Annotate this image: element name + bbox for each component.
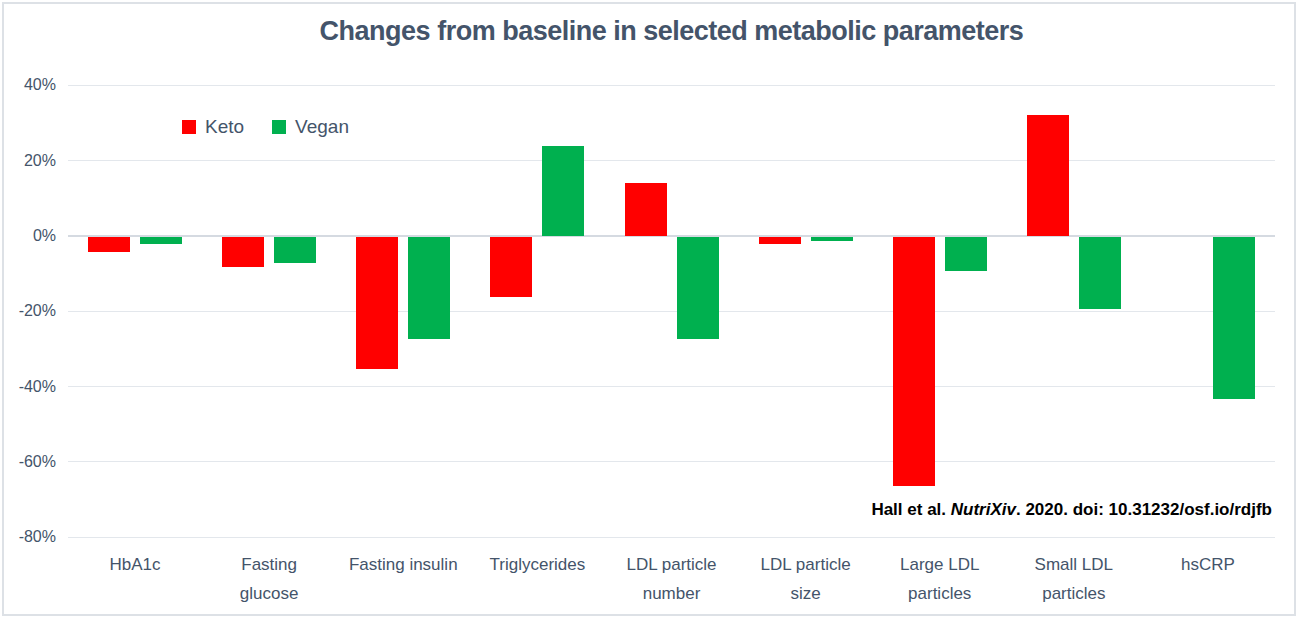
gridline — [68, 85, 1275, 86]
legend: Keto Vegan — [182, 116, 349, 138]
y-axis-tick-label: -20% — [0, 301, 56, 321]
annotation-doi: . 2020. doi: 10.31232/osf.io/rdjfb — [1016, 500, 1272, 519]
category-label: Fasting insulin — [347, 550, 459, 579]
vegan-bar — [945, 237, 987, 271]
vegan-bar — [274, 237, 316, 263]
category-label: Fasting glucose — [213, 550, 325, 608]
chart-title: Changes from baseline in selected metabo… — [68, 16, 1275, 47]
category-label: Triglycerides — [481, 550, 593, 579]
keto-bar — [222, 237, 264, 267]
keto-legend-label: Keto — [205, 116, 244, 138]
legend-item-keto: Keto — [182, 116, 244, 138]
keto-bar — [893, 237, 935, 486]
keto-bar — [1027, 115, 1069, 236]
source-annotation: Hall et al. NutriXiv. 2020. doi: 10.3123… — [871, 500, 1272, 520]
vegan-bar — [811, 237, 853, 241]
annotation-journal: NutriXiv — [951, 500, 1016, 519]
vegan-bar — [408, 237, 450, 339]
keto-bar — [88, 237, 130, 252]
keto-bar — [759, 237, 801, 245]
category-label: Large LDL particles — [884, 550, 996, 608]
keto-series-swatch-icon — [182, 120, 196, 134]
y-axis-tick-label: -80% — [0, 527, 56, 547]
y-axis-tick-label: -40% — [0, 377, 56, 397]
gridline — [68, 537, 1275, 538]
y-axis-tick-label: 0% — [0, 226, 56, 246]
category-label: LDL particle size — [750, 550, 862, 608]
vegan-bar — [677, 237, 719, 339]
keto-bar — [625, 183, 667, 236]
vegan-series-swatch-icon — [272, 120, 286, 134]
annotation-authors: Hall et al. — [871, 500, 950, 519]
category-label: LDL particle number — [616, 550, 728, 608]
y-axis-tick-label: 40% — [0, 75, 56, 95]
gridline — [68, 160, 1275, 161]
vegan-bar — [542, 146, 584, 236]
y-axis-tick-label: -60% — [0, 452, 56, 472]
vegan-bar — [140, 237, 182, 245]
y-axis-tick-label: 20% — [0, 151, 56, 171]
gridline — [68, 311, 1275, 312]
gridline — [68, 386, 1275, 387]
keto-bar — [490, 237, 532, 297]
chart-frame — [2, 2, 1296, 616]
category-label: hsCRP — [1152, 550, 1264, 579]
vegan-bar — [1079, 237, 1121, 309]
vegan-legend-label: Vegan — [295, 116, 349, 138]
keto-bar — [356, 237, 398, 369]
legend-item-vegan: Vegan — [272, 116, 349, 138]
vegan-bar — [1213, 237, 1255, 399]
category-label: Small LDL particles — [1018, 550, 1130, 608]
gridline — [68, 461, 1275, 462]
category-label: HbA1c — [79, 550, 191, 579]
